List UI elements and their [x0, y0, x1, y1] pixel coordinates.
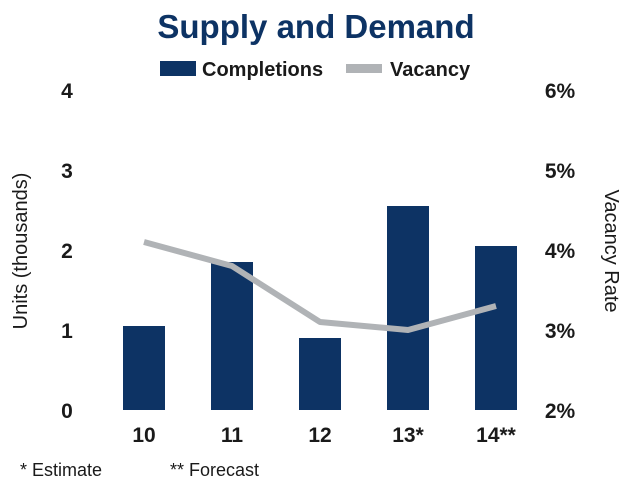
y2-tick-label: 5%	[545, 160, 576, 183]
x-tick-label: 14**	[476, 424, 517, 447]
y-tick-label: 4	[61, 80, 73, 103]
x-tick-label: 12	[308, 424, 331, 447]
completions-bar	[387, 206, 429, 410]
x-tick-label: 11	[221, 424, 244, 447]
vacancy-line	[143, 239, 497, 333]
x-tick-label: 10	[132, 424, 155, 447]
legend-label-completions: Completions	[202, 59, 323, 81]
left-axis-ticks: 0 1 2 3 4	[61, 80, 73, 423]
y-tick-label: 0	[61, 400, 73, 423]
y-tick-label: 2	[61, 240, 73, 263]
right-axis-ticks: 2% 3% 4% 5% 6%	[545, 80, 576, 423]
legend: Completions Vacancy	[160, 59, 471, 81]
chart-title: Supply and Demand	[157, 8, 474, 45]
x-tick-label: 13*	[392, 424, 424, 447]
note-estimate: * Estimate	[20, 460, 102, 480]
completions-bar	[475, 246, 517, 410]
y2-tick-label: 3%	[545, 320, 576, 343]
y-axis-label: Units (thousands)	[10, 173, 32, 330]
legend-label-vacancy: Vacancy	[390, 59, 471, 81]
y-tick-label: 1	[61, 320, 73, 343]
y2-axis-label: Vacancy Rate	[600, 189, 622, 312]
y-tick-label: 3	[61, 160, 73, 183]
completions-bars	[123, 206, 517, 410]
y2-tick-label: 4%	[545, 240, 576, 263]
y2-tick-label: 6%	[545, 80, 576, 103]
completions-bar	[299, 338, 341, 410]
vacancy-line-layer	[143, 239, 497, 333]
legend-swatch-vacancy	[346, 64, 382, 73]
note-forecast: ** Forecast	[170, 460, 259, 480]
y2-tick-label: 2%	[545, 400, 576, 423]
completions-bar	[211, 262, 253, 410]
legend-swatch-completions	[160, 61, 196, 76]
completions-bar	[123, 326, 165, 410]
x-axis-ticks: 10 11 12 13* 14**	[132, 424, 516, 447]
